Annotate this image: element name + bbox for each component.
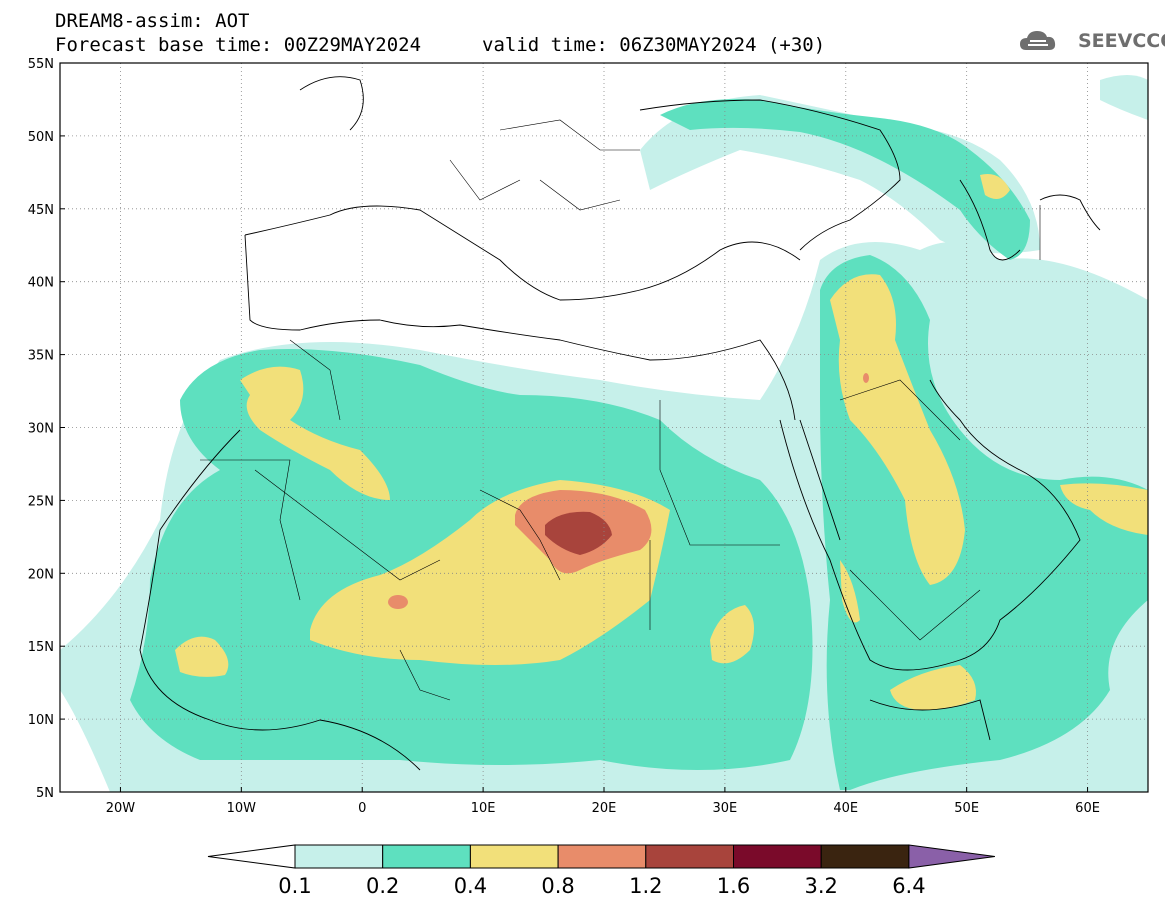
colorbar-level-label: 0.8 bbox=[541, 874, 574, 898]
lon-label: 10W bbox=[227, 801, 257, 816]
country-borders bbox=[200, 119, 1041, 701]
colorbar-under-triangle bbox=[207, 844, 296, 869]
lon-label: 40E bbox=[833, 801, 858, 816]
colorbar-box bbox=[820, 844, 910, 869]
map-title: DREAM8-assim: AOT bbox=[55, 10, 250, 32]
colorbar-level-label: 1.2 bbox=[629, 874, 662, 898]
latitude-labels: 55N 50N 45N 40N 35N 30N 25N 20N 15N 10N 5N bbox=[28, 57, 65, 801]
colorbar-box bbox=[557, 844, 647, 869]
valid-time: valid time: 06Z30MAY2024 (+30) bbox=[482, 34, 826, 56]
colorbar-box bbox=[733, 844, 822, 869]
aot-field bbox=[60, 75, 1148, 792]
graticule bbox=[60, 63, 1148, 792]
colorbar-box bbox=[469, 844, 559, 869]
lat-label: 40N bbox=[28, 276, 54, 291]
colorbar-level-label: 0.1 bbox=[278, 874, 311, 898]
lat-label: 5N bbox=[36, 786, 54, 801]
aot-level-1.2 bbox=[545, 511, 612, 555]
colorbar-level-label: 0.4 bbox=[454, 874, 487, 898]
lon-label: 60E bbox=[1075, 801, 1100, 816]
colorbar-box bbox=[294, 844, 384, 869]
logo-text: SEEVCCC bbox=[1078, 30, 1165, 52]
lon-label: 20E bbox=[592, 801, 617, 816]
forecast-base-time: Forecast base time: 00Z29MAY2024 bbox=[55, 34, 422, 56]
lat-label: 25N bbox=[28, 494, 54, 509]
lon-label: 50E bbox=[954, 801, 979, 816]
colorbar-level-label: 0.2 bbox=[366, 874, 399, 898]
colorbar-box bbox=[382, 844, 471, 869]
coastlines bbox=[139, 76, 1101, 771]
lat-label: 20N bbox=[28, 567, 54, 582]
lon-label: 10E bbox=[471, 801, 496, 816]
lon-label: 0 bbox=[358, 801, 366, 816]
lat-label: 30N bbox=[28, 422, 54, 437]
lon-label: 30E bbox=[713, 801, 738, 816]
lat-label: 10N bbox=[28, 713, 54, 728]
colorbar-level-label: 3.2 bbox=[804, 874, 837, 898]
lat-label: 15N bbox=[28, 640, 54, 655]
lon-label: 20W bbox=[106, 801, 136, 816]
colorbar-box bbox=[645, 844, 734, 869]
lat-label: 50N bbox=[28, 130, 54, 145]
lat-label: 45N bbox=[28, 203, 54, 218]
colorbar-boxes bbox=[207, 844, 995, 869]
colorbar-labels: 0.1 0.2 0.4 0.8 1.2 1.6 3.2 6.4 bbox=[278, 874, 925, 898]
colorbar-level-label: 1.6 bbox=[717, 874, 750, 898]
colorbar-over-triangle bbox=[908, 844, 995, 869]
colorbar-level-label: 6.4 bbox=[892, 874, 925, 898]
longitude-labels: 20W 10W 0 10E 20E 30E 40E 50E 60E bbox=[106, 787, 1100, 816]
lat-label: 35N bbox=[28, 349, 54, 364]
lat-label: 55N bbox=[28, 57, 54, 72]
cloud-logo-icon bbox=[1020, 31, 1056, 50]
